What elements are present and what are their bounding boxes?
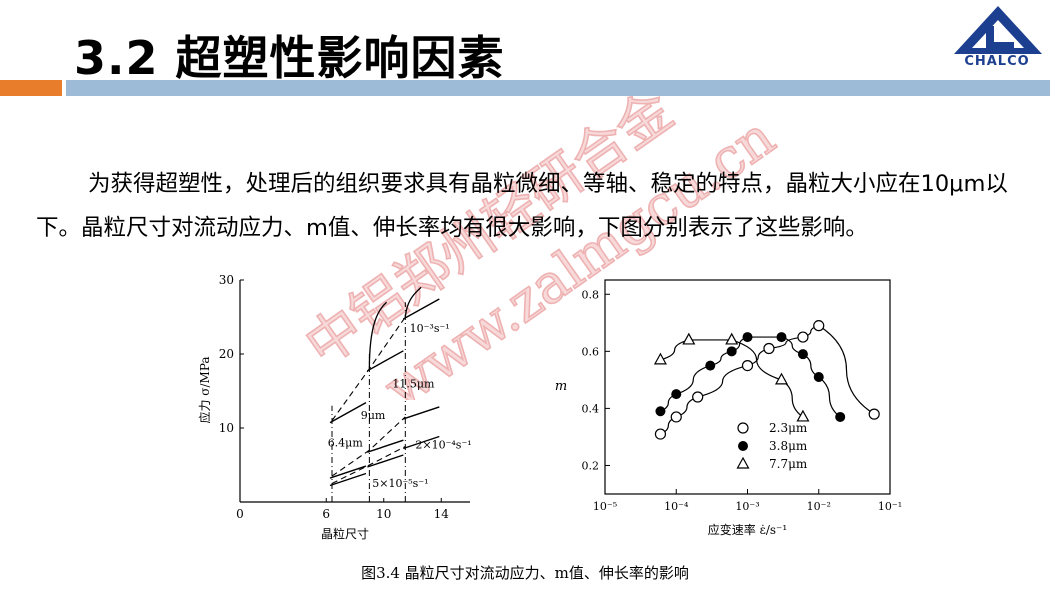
data-point xyxy=(797,331,809,343)
x-tick-label: 10⁻³ xyxy=(735,500,759,513)
data-point xyxy=(653,352,667,365)
grain-size-label: 6.4μm xyxy=(328,437,364,450)
data-point xyxy=(725,332,739,345)
series-label: 5×10⁻⁵s⁻¹ xyxy=(372,477,428,490)
figure-caption: 图3.4 晶粒尺寸对流动应力、m值、伸长率的影响 xyxy=(361,564,689,582)
data-point xyxy=(797,349,808,360)
x-tick-label: 0 xyxy=(236,507,244,521)
series-solid-segment xyxy=(403,406,440,420)
x-tick-label: 14 xyxy=(434,507,450,521)
header-accent-bar xyxy=(0,80,62,96)
grain-size-label: 11.5μm xyxy=(392,377,435,390)
body-paragraph: 为获得超塑性，处理后的组织要求具有晶粒微细、等轴、稳定的特点，晶粒大小应在10μ… xyxy=(36,171,1008,241)
series-transition-curve xyxy=(368,301,388,369)
x-tick-label: 10 xyxy=(376,507,391,521)
x-tick-label: 10⁻⁵ xyxy=(593,500,617,513)
data-point xyxy=(682,332,696,345)
data-point xyxy=(741,359,754,372)
series-solid-segment xyxy=(367,454,404,468)
series-label: 10⁻³s⁻¹ xyxy=(410,322,450,335)
y-tick-label: 0.8 xyxy=(582,288,600,301)
series-line-0 xyxy=(331,316,406,421)
data-point xyxy=(742,332,753,343)
y-tick-label: 10 xyxy=(219,421,234,435)
y-tick-label: 20 xyxy=(219,347,234,361)
data-point xyxy=(774,372,789,385)
data-point xyxy=(813,372,824,383)
y-tick-label: 0.4 xyxy=(582,402,600,415)
y-tick-label: 0.2 xyxy=(582,459,600,472)
series-line-1 xyxy=(331,416,406,477)
data-point xyxy=(776,332,787,343)
header-divider-bar xyxy=(66,80,1050,96)
x-tick-label: 6 xyxy=(322,507,330,521)
data-point xyxy=(726,346,737,357)
series-label: 2×10⁻⁴s⁻¹ xyxy=(415,439,471,452)
data-point xyxy=(670,411,682,423)
x-tick-label: 10⁻¹ xyxy=(878,500,902,513)
legend-label: 2.3μm xyxy=(769,421,808,435)
chalco-logo xyxy=(954,6,1042,54)
legend-marker xyxy=(736,456,750,469)
y-axis-label: 应力 σ/MPa xyxy=(197,356,212,423)
y-axis-label: m xyxy=(555,379,567,394)
x-tick-label: 10⁻⁴ xyxy=(664,500,689,513)
data-point xyxy=(763,342,775,355)
strain-rate-m-chart: 10⁻⁵ 10⁻⁴ 10⁻³ 10⁻² 10⁻¹ 0.2 0.4 0.6 0.8 应变速率 ε̇/… xyxy=(555,279,902,537)
grain-size-label: 9μm xyxy=(361,409,386,422)
data-point xyxy=(705,360,716,371)
x-axis-label: 应变速率 ε̇/s⁻¹ xyxy=(708,522,787,537)
plot-frame xyxy=(604,279,891,495)
data-point xyxy=(835,411,846,422)
logo-text: CHALCO xyxy=(964,54,1030,69)
series-solid-segment xyxy=(329,472,367,487)
data-point xyxy=(654,428,667,440)
data-point xyxy=(671,389,682,400)
series-solid-segment xyxy=(329,401,367,424)
series-solid-segment xyxy=(402,298,440,320)
series-solid-segment xyxy=(367,439,404,453)
legend-marker xyxy=(737,422,749,434)
grain-size-stress-chart: 0 6 10 14 10 20 30 晶粒尺寸 应力 σ/MPa 10⁻³s⁻¹ 2×10⁻⁴s⁻¹… xyxy=(197,273,472,541)
y-tick-label: 0.6 xyxy=(582,345,600,358)
x-axis-label: 晶粒尺寸 xyxy=(321,526,369,541)
series-line-2 xyxy=(331,446,406,484)
data-point xyxy=(868,408,880,420)
page-title: 3.2 超塑性影响因素 xyxy=(74,31,505,85)
data-point xyxy=(655,406,666,417)
legend-label: 7.7μm xyxy=(769,457,808,471)
series-transition-curve xyxy=(404,286,422,318)
data-point xyxy=(692,391,704,403)
data-point xyxy=(813,320,825,332)
legend-marker xyxy=(738,441,748,451)
series-solid-segment xyxy=(367,350,404,372)
series-solid-segment xyxy=(329,465,367,479)
x-tick-label: 10⁻² xyxy=(807,500,831,513)
data-point xyxy=(796,409,810,422)
y-tick-label: 30 xyxy=(219,273,234,287)
series-solid-segment xyxy=(403,435,440,450)
legend-label: 3.8μm xyxy=(769,439,808,453)
